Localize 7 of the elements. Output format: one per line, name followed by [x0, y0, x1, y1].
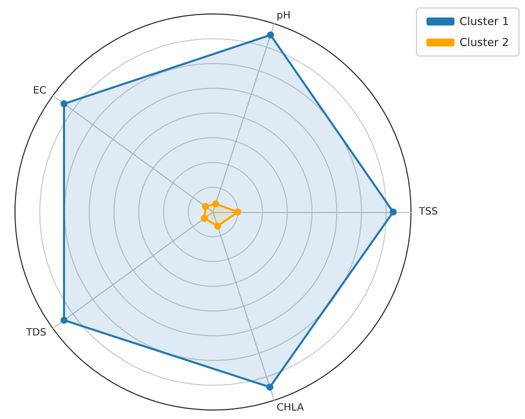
legend-label: Cluster 2: [459, 36, 510, 49]
spoke-label: EC: [33, 85, 46, 96]
spoke-label: CHLA: [276, 402, 304, 414]
spoke-label: pH: [276, 10, 291, 22]
legend-label: Cluster 1: [459, 15, 510, 28]
spoke-label: TDS: [25, 328, 46, 339]
spoke-label: TSS: [418, 206, 438, 218]
